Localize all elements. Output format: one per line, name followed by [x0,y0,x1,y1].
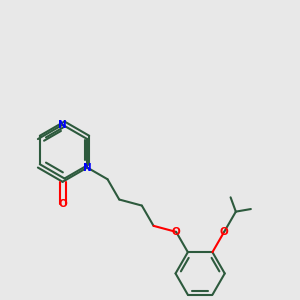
Text: N: N [58,120,67,130]
Text: N: N [83,163,92,172]
Text: O: O [58,199,67,209]
Text: O: O [220,227,229,237]
Text: O: O [172,227,181,237]
